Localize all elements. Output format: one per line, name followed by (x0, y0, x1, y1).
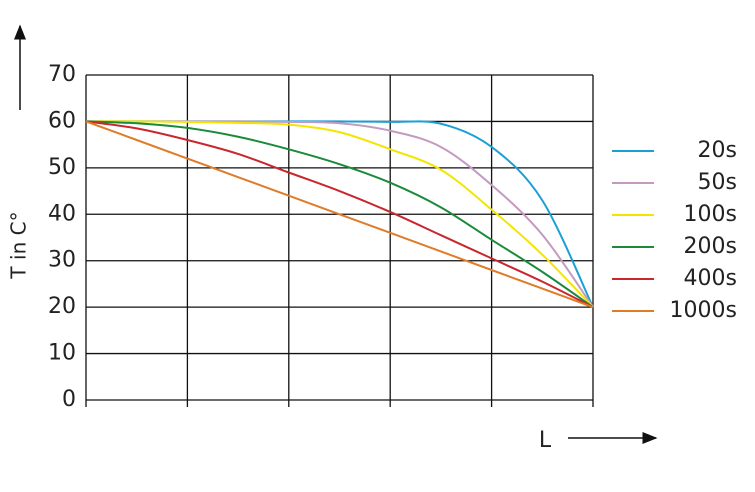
y-tick-label: 70 (48, 62, 76, 87)
legend-label: 100s (684, 202, 737, 227)
y-tick-label: 0 (62, 387, 76, 412)
x-axis-label: L (539, 428, 552, 453)
legend-label: 200s (684, 234, 737, 259)
line (85, 120, 594, 309)
y-tick-label: 10 (48, 341, 76, 366)
legend-label: 50s (698, 170, 737, 195)
legend-label: 20s (698, 138, 737, 163)
line (85, 120, 594, 308)
line (85, 120, 594, 308)
y-tick-label: 30 (48, 248, 76, 273)
y-tick-label: 20 (48, 294, 76, 319)
legend-label: 400s (684, 266, 737, 291)
y-tick-label: 60 (48, 108, 76, 133)
line (85, 120, 594, 309)
y-axis-label: T in C° (7, 211, 31, 279)
legend-label: 1000s (670, 298, 737, 323)
y-tick-label: 40 (48, 201, 76, 226)
y-tick-label: 50 (48, 155, 76, 180)
